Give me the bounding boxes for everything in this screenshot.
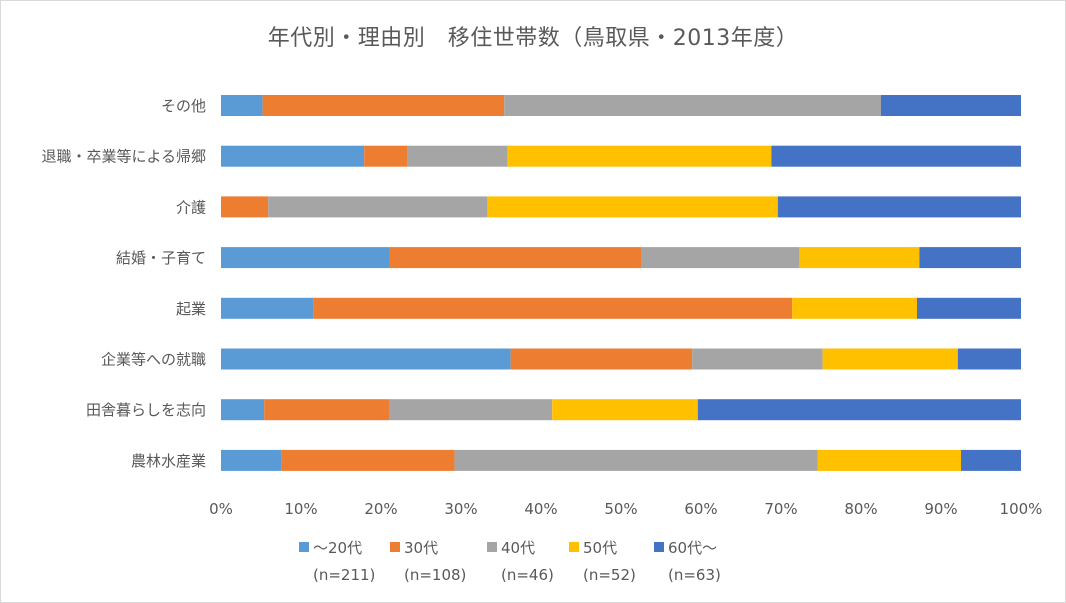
x-tick-labels: 0% 10% 20% 30% 40% 50% 60% 70% 80% 90% 100% — [209, 500, 1042, 518]
legend-label: 60代～ — [668, 539, 717, 557]
x-tick-label: 100% — [1000, 500, 1043, 518]
x-tick-label: 0% — [209, 500, 233, 518]
bar-segment — [771, 145, 1021, 167]
bar-segment — [221, 247, 389, 269]
category-labels: その他退職・卒業等による帰郷介護結婚・子育て起業企業等への就職田舎暮らしを志向農… — [41, 97, 206, 470]
bar-segment — [504, 95, 881, 116]
bar-segment — [777, 196, 1021, 218]
bar-layer — [221, 95, 1021, 471]
x-tick-label: 70% — [764, 500, 797, 518]
bar-segment — [454, 449, 818, 471]
bar-segment — [221, 399, 265, 421]
category-label: その他 — [161, 97, 206, 115]
bar-segment — [641, 247, 800, 269]
bar-segment — [697, 399, 1021, 421]
legend-label: 50代 — [583, 539, 617, 557]
legend-label: ～20代 — [313, 539, 362, 557]
category-label: 企業等への就職 — [101, 351, 206, 369]
bar-segment — [692, 348, 823, 370]
bar-segment — [917, 297, 1021, 319]
x-tick-label: 50% — [604, 500, 637, 518]
x-tick-label: 60% — [684, 500, 717, 518]
bar-segment — [510, 348, 693, 370]
bar-segment — [407, 145, 508, 167]
chart-title: 年代別・理由別 移住世帯数（鳥取県・2013年度） — [267, 26, 799, 51]
x-tick-label: 90% — [924, 500, 957, 518]
x-tick-label: 40% — [524, 500, 557, 518]
bar-segment — [221, 297, 314, 319]
bar-segment — [961, 449, 1021, 471]
bar-segment — [221, 196, 269, 218]
bar-segment — [262, 95, 505, 116]
category-label: 農林水産業 — [131, 452, 206, 470]
bar-segment — [221, 348, 511, 370]
bar-segment — [221, 95, 263, 116]
bar-segment — [552, 399, 698, 421]
bar-segment — [389, 399, 553, 421]
bar-segment — [364, 145, 408, 167]
legend-swatch — [569, 542, 579, 552]
legend-count: (n=63) — [668, 566, 721, 584]
x-tick-label: 20% — [364, 500, 397, 518]
legend-count: (n=108) — [404, 566, 466, 584]
legend-swatch — [487, 542, 497, 552]
category-label: 起業 — [176, 300, 206, 318]
legend-swatch — [654, 542, 664, 552]
bar-segment — [487, 196, 778, 218]
legend-swatch — [390, 542, 400, 552]
bar-segment — [919, 247, 1021, 269]
legend-count: (n=211) — [313, 566, 375, 584]
bar-segment — [313, 297, 793, 319]
bar-segment — [389, 247, 641, 269]
bar-segment — [281, 449, 455, 471]
bar-segment — [799, 247, 920, 269]
bar-segment — [957, 348, 1021, 370]
legend-count: (n=46) — [501, 566, 554, 584]
bar-segment — [822, 348, 958, 370]
bar-segment — [264, 399, 390, 421]
legend-label: 30代 — [404, 539, 438, 557]
bar-segment — [817, 449, 961, 471]
bar-segment — [881, 95, 1021, 116]
legend-count: (n=52) — [583, 566, 636, 584]
bar-segment — [792, 297, 917, 319]
bar-segment — [268, 196, 488, 218]
category-label: 退職・卒業等による帰郷 — [41, 148, 206, 166]
category-label: 田舎暮らしを志向 — [86, 401, 206, 419]
legend-label: 40代 — [501, 539, 535, 557]
x-tick-label: 10% — [284, 500, 317, 518]
bar-segment — [507, 145, 772, 167]
category-label: 介護 — [176, 198, 206, 216]
x-tick-label: 30% — [444, 500, 477, 518]
legend: ～20代 (n=211) 30代 (n=108) 40代 (n=46) 50代 (n=52) 6… — [299, 539, 721, 584]
x-tick-label: 80% — [844, 500, 877, 518]
bar-segment — [221, 145, 365, 167]
bar-segment — [221, 449, 282, 471]
category-label: 結婚・子育て — [116, 249, 206, 267]
legend-swatch — [299, 542, 309, 552]
